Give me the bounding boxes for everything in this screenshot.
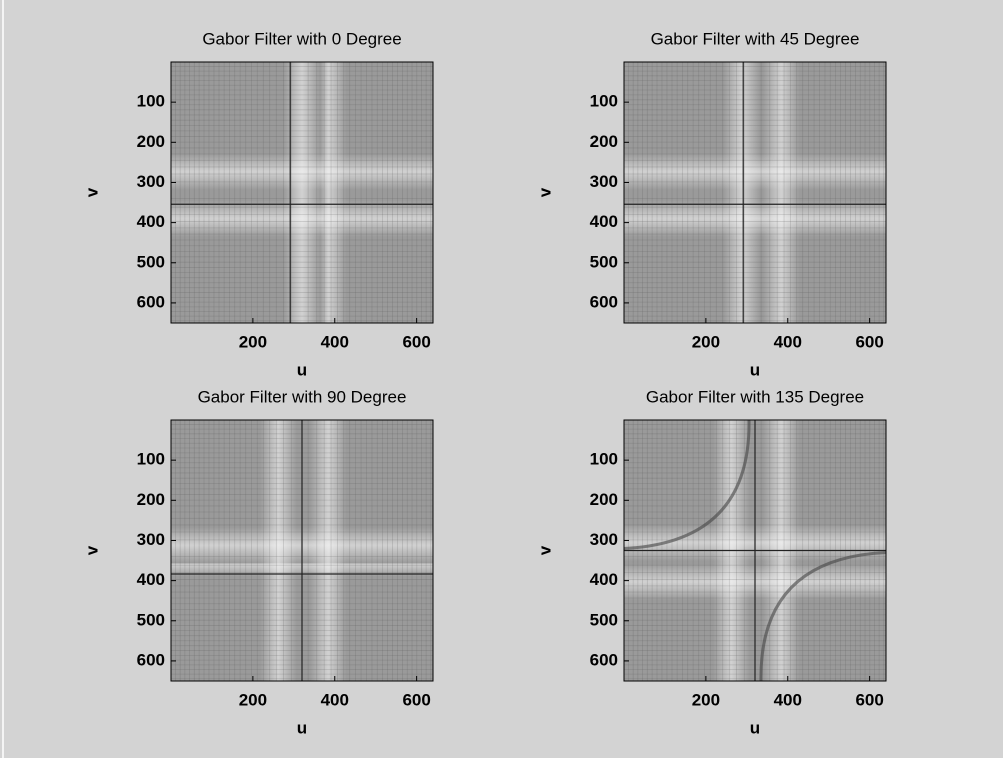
image-feature: [759, 551, 886, 681]
y-tick-label: 200: [590, 490, 618, 509]
x-tick-label: 600: [855, 332, 883, 351]
y-tick-label: 200: [137, 490, 165, 509]
y-tick-label: 300: [590, 172, 618, 191]
x-tick-label: 400: [321, 690, 349, 709]
image-band: [624, 62, 886, 323]
y-tick-label: 600: [137, 650, 165, 669]
image-panel: [171, 62, 433, 323]
y-tick-label: 200: [590, 132, 618, 151]
y-tick-label: 400: [590, 212, 618, 231]
axes-frame: [170, 419, 434, 682]
y-tick-label: 600: [137, 292, 165, 311]
image-panel: [624, 62, 886, 323]
x-tick-label: 600: [402, 690, 430, 709]
y-axis-label: v: [82, 187, 101, 197]
x-tick-label: 400: [774, 690, 802, 709]
y-axis-label: v: [82, 545, 101, 555]
y-tick-label: 400: [137, 212, 165, 231]
image-band: [171, 62, 433, 323]
y-tick-label: 400: [590, 570, 618, 589]
axes-frame: [623, 61, 887, 324]
y-tick-label: 200: [137, 132, 165, 151]
image-panel: [624, 420, 886, 681]
y-tick-label: 600: [590, 292, 618, 311]
axes-frame: [170, 61, 434, 324]
x-tick-label: 400: [774, 332, 802, 351]
x-tick-label: 200: [239, 690, 267, 709]
y-tick-label: 600: [590, 650, 618, 669]
y-tick-label: 100: [137, 450, 165, 469]
chart-title: Gabor Filter with 0 Degree: [202, 29, 401, 48]
y-axis-label: v: [535, 545, 554, 555]
chart-title: Gabor Filter with 135 Degree: [646, 387, 864, 406]
y-tick-label: 100: [590, 450, 618, 469]
axes-frame: [623, 419, 887, 682]
y-tick-label: 300: [590, 530, 618, 549]
image-feature: [624, 420, 751, 550]
y-tick-label: 100: [590, 92, 618, 111]
x-tick-label: 600: [402, 332, 430, 351]
y-tick-label: 400: [137, 570, 165, 589]
x-axis-label: u: [750, 718, 760, 737]
y-tick-label: 500: [137, 610, 165, 629]
x-axis-label: u: [297, 360, 307, 379]
y-tick-label: 500: [590, 252, 618, 271]
y-tick-label: 500: [137, 252, 165, 271]
y-tick-label: 500: [590, 610, 618, 629]
image-panel: [171, 420, 433, 681]
x-tick-label: 600: [855, 690, 883, 709]
x-tick-label: 200: [692, 332, 720, 351]
y-tick-label: 300: [137, 172, 165, 191]
y-tick-label: 300: [137, 530, 165, 549]
x-tick-label: 200: [239, 332, 267, 351]
chart-title: Gabor Filter with 90 Degree: [198, 387, 407, 406]
x-tick-label: 200: [692, 690, 720, 709]
chart-title: Gabor Filter with 45 Degree: [651, 29, 860, 48]
x-tick-label: 400: [321, 332, 349, 351]
y-axis-label: v: [535, 187, 554, 197]
x-axis-label: u: [297, 718, 307, 737]
x-axis-label: u: [750, 360, 760, 379]
y-tick-label: 100: [137, 92, 165, 111]
